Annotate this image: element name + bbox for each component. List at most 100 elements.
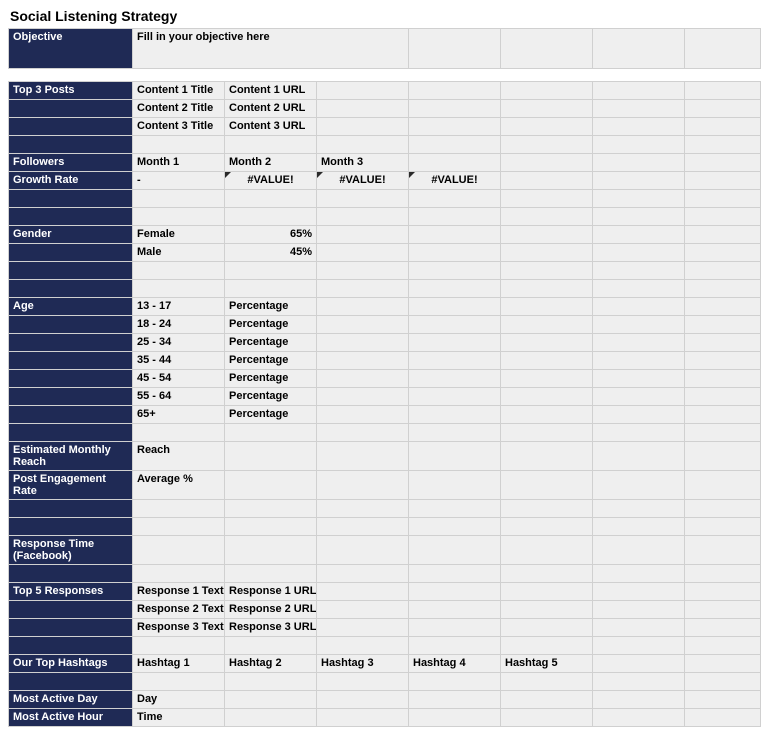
cell[interactable]: [593, 352, 685, 370]
cell[interactable]: [409, 691, 501, 709]
cell[interactable]: Percentage: [225, 298, 317, 316]
cell[interactable]: [593, 226, 685, 244]
cell[interactable]: [133, 637, 225, 655]
cell[interactable]: [225, 637, 317, 655]
cell[interactable]: [409, 406, 501, 424]
cell[interactable]: [685, 334, 761, 352]
cell[interactable]: [501, 601, 593, 619]
cell[interactable]: [225, 442, 317, 471]
cell[interactable]: 45%: [225, 244, 317, 262]
cell[interactable]: [685, 316, 761, 334]
cell[interactable]: Response 1 URL: [225, 583, 317, 601]
cell[interactable]: Percentage: [225, 388, 317, 406]
cell[interactable]: [501, 518, 593, 536]
cell[interactable]: [409, 565, 501, 583]
cell[interactable]: [501, 334, 593, 352]
cell[interactable]: [409, 208, 501, 226]
cell[interactable]: Month 3: [317, 154, 409, 172]
cell[interactable]: [225, 136, 317, 154]
cell[interactable]: [685, 424, 761, 442]
cell[interactable]: [593, 370, 685, 388]
cell[interactable]: [317, 619, 409, 637]
cell[interactable]: [685, 565, 761, 583]
cell[interactable]: [225, 471, 317, 500]
cell[interactable]: [593, 565, 685, 583]
cell[interactable]: [593, 691, 685, 709]
cell[interactable]: 55 - 64: [133, 388, 225, 406]
cell[interactable]: [593, 280, 685, 298]
cell[interactable]: [593, 172, 685, 190]
cell[interactable]: [593, 136, 685, 154]
cell[interactable]: [501, 352, 593, 370]
cell[interactable]: [409, 262, 501, 280]
cell[interactable]: [685, 637, 761, 655]
cell[interactable]: [409, 334, 501, 352]
cell[interactable]: [593, 406, 685, 424]
cell[interactable]: [593, 601, 685, 619]
cell[interactable]: [593, 471, 685, 500]
cell[interactable]: [685, 370, 761, 388]
cell[interactable]: [317, 583, 409, 601]
cell[interactable]: [317, 500, 409, 518]
cell[interactable]: [685, 298, 761, 316]
cell[interactable]: [593, 262, 685, 280]
cell[interactable]: [317, 536, 409, 565]
cell[interactable]: [317, 190, 409, 208]
cell[interactable]: [501, 154, 593, 172]
cell[interactable]: [409, 280, 501, 298]
cell[interactable]: [409, 471, 501, 500]
cell[interactable]: [685, 208, 761, 226]
cell[interactable]: [409, 637, 501, 655]
cell[interactable]: [685, 262, 761, 280]
cell[interactable]: Male: [133, 244, 225, 262]
cell[interactable]: [409, 298, 501, 316]
cell[interactable]: [593, 500, 685, 518]
cell[interactable]: [225, 518, 317, 536]
cell[interactable]: [501, 442, 593, 471]
cell[interactable]: Content 2 Title: [133, 100, 225, 118]
cell[interactable]: [409, 316, 501, 334]
cell[interactable]: Time: [133, 709, 225, 727]
cell[interactable]: Response 3 URL: [225, 619, 317, 637]
cell[interactable]: [133, 500, 225, 518]
cell[interactable]: [593, 244, 685, 262]
cell[interactable]: [317, 352, 409, 370]
cell[interactable]: [501, 100, 593, 118]
cell[interactable]: Month 1: [133, 154, 225, 172]
cell[interactable]: [593, 316, 685, 334]
cell[interactable]: [317, 118, 409, 136]
cell[interactable]: Hashtag 5: [501, 655, 593, 673]
cell[interactable]: [317, 709, 409, 727]
cell[interactable]: Hashtag 1: [133, 655, 225, 673]
cell[interactable]: [317, 334, 409, 352]
cell[interactable]: [685, 226, 761, 244]
cell[interactable]: 65+: [133, 406, 225, 424]
cell[interactable]: [317, 82, 409, 100]
cell[interactable]: [685, 406, 761, 424]
cell[interactable]: [501, 637, 593, 655]
cell[interactable]: [501, 471, 593, 500]
cell[interactable]: [409, 136, 501, 154]
cell[interactable]: [133, 280, 225, 298]
cell[interactable]: [317, 262, 409, 280]
cell[interactable]: [501, 172, 593, 190]
cell[interactable]: [225, 500, 317, 518]
cell[interactable]: [501, 208, 593, 226]
cell[interactable]: [685, 442, 761, 471]
cell[interactable]: [593, 709, 685, 727]
cell[interactable]: [501, 536, 593, 565]
cell[interactable]: 18 - 24: [133, 316, 225, 334]
cell[interactable]: Hashtag 3: [317, 655, 409, 673]
cell[interactable]: [409, 388, 501, 406]
cell[interactable]: Female: [133, 226, 225, 244]
cell[interactable]: [685, 536, 761, 565]
cell[interactable]: Reach: [133, 442, 225, 471]
cell[interactable]: [225, 424, 317, 442]
cell[interactable]: [317, 673, 409, 691]
cell[interactable]: [501, 244, 593, 262]
cell[interactable]: [685, 673, 761, 691]
cell[interactable]: [593, 424, 685, 442]
cell[interactable]: [317, 100, 409, 118]
cell[interactable]: Response 2 URL: [225, 601, 317, 619]
cell[interactable]: [685, 280, 761, 298]
